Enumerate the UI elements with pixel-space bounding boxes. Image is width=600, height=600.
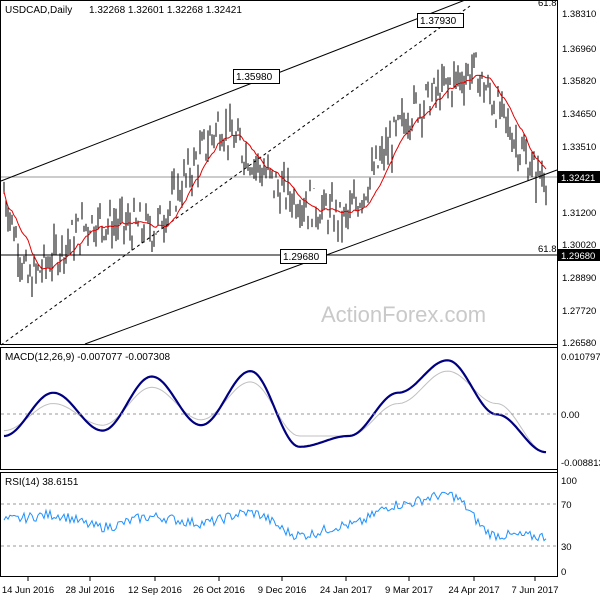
- annotation-mid: 1.35980: [233, 69, 280, 84]
- ohlc-values: 1.32268 1.32601 1.32268 1.32421: [89, 5, 242, 16]
- fib-label: 61.8: [538, 244, 557, 255]
- rsi-y-axis: 100 70 30 0: [561, 476, 577, 578]
- rsi-header: RSI(14) 38.6151: [5, 477, 79, 488]
- svg-text:1.28890: 1.28890: [562, 273, 596, 284]
- x-tick-label: 9 Mar 2017: [385, 585, 433, 596]
- price-header: USDCAD,Daily: [5, 5, 72, 16]
- macd-line: [3, 359, 547, 454]
- fib-top-label: 61.8: [538, 0, 557, 9]
- svg-text:0.00: 0.00: [561, 410, 580, 421]
- annotation-low: 1.29680: [280, 249, 327, 264]
- svg-text:1.27720: 1.27720: [562, 306, 596, 317]
- rsi-line: [3, 491, 547, 542]
- svg-text:30: 30: [561, 542, 572, 553]
- svg-text:1.31200: 1.31200: [562, 208, 596, 219]
- rsi-panel: [0, 472, 558, 577]
- fib-price-tag: 1.29680: [558, 249, 600, 262]
- macd-y-axis: 0.010797 0.00 -0.008813: [561, 352, 600, 469]
- price-panel: [0, 0, 558, 345]
- x-tick-label: 14 Jun 2016: [2, 585, 54, 596]
- svg-text:1.38310: 1.38310: [562, 9, 596, 20]
- channel-upper-line: [0, 0, 467, 182]
- x-tick-label: 26 Oct 2016: [193, 585, 245, 596]
- svg-text:1.34650: 1.34650: [562, 109, 596, 120]
- svg-text:100: 100: [561, 476, 577, 487]
- svg-text:0: 0: [561, 567, 566, 578]
- svg-text:70: 70: [561, 500, 572, 511]
- x-tick-label: 9 Dec 2016: [258, 585, 307, 596]
- svg-text:1.29680: 1.29680: [561, 251, 595, 262]
- price-y-axis: 1.38310 1.36960 1.35820 1.34650 1.33510 …: [562, 9, 596, 349]
- x-tick-label: 7 Jun 2017: [511, 585, 558, 596]
- svg-text:1.26580: 1.26580: [562, 338, 596, 349]
- x-tick-label: 24 Apr 2017: [448, 585, 499, 596]
- x-tick-label: 28 Jul 2016: [65, 585, 114, 596]
- macd-header: MACD(12,26,9) -0.007077 -0.007308: [5, 352, 171, 363]
- svg-text:1.35820: 1.35820: [562, 76, 596, 87]
- svg-text:1.33510: 1.33510: [562, 142, 596, 153]
- moving-average-line: [3, 74, 547, 270]
- svg-text:0.010797: 0.010797: [561, 352, 600, 363]
- x-tick-label: 12 Sep 2016: [128, 585, 182, 596]
- svg-text:1.30020: 1.30020: [562, 240, 596, 251]
- x-tick-label: 24 Jan 2017: [320, 585, 372, 596]
- svg-text:1.36960: 1.36960: [562, 44, 596, 55]
- channel-mid-line: [0, 5, 471, 346]
- watermark: ActionForex.com: [321, 302, 486, 327]
- annotation-high: 1.37930: [417, 13, 464, 28]
- svg-text:1.32421: 1.32421: [561, 173, 595, 184]
- current-price-tag: 1.32421: [558, 171, 600, 184]
- macd-panel: [0, 347, 558, 470]
- svg-text:1.29680: 1.29680: [283, 252, 320, 263]
- svg-text:1.35980: 1.35980: [236, 72, 273, 83]
- svg-text:1.37930: 1.37930: [420, 16, 457, 27]
- x-axis: 14 Jun 2016 28 Jul 2016 12 Sep 2016 26 Oct …: [2, 577, 559, 596]
- svg-text:-0.008813: -0.008813: [561, 458, 600, 469]
